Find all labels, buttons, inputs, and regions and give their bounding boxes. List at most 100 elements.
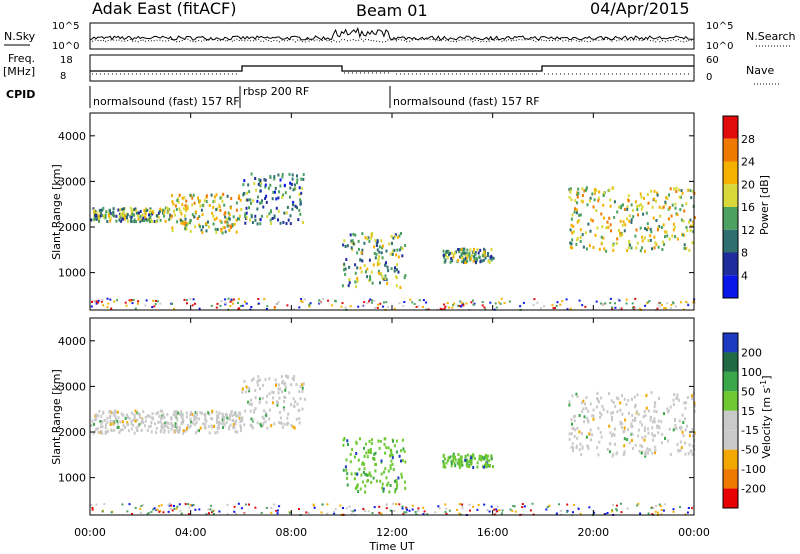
power-point: [289, 214, 292, 218]
velocity-clutter-point: [679, 506, 681, 509]
velocity-clutter-point: [333, 512, 336, 515]
velocity-point: [450, 464, 453, 468]
power-clutter-point: [421, 305, 424, 308]
velocity-point: [586, 416, 589, 420]
power-point: [378, 262, 381, 266]
power-point: [233, 222, 236, 226]
velocity-clutter-point: [405, 511, 408, 514]
velocity-point: [166, 412, 169, 416]
power-clutter-point: [124, 301, 127, 304]
velocity-clutter-point: [210, 504, 213, 507]
velocity-point: [449, 455, 452, 459]
velocity-point: [660, 441, 663, 445]
velocity-point: [217, 423, 220, 427]
velocity-point: [486, 458, 489, 462]
velocity-point: [387, 469, 390, 473]
velocity-point: [600, 413, 603, 417]
velocity-point: [160, 426, 163, 430]
velocity-point: [163, 429, 166, 432]
power-point: [673, 187, 676, 191]
velocity-clutter-point: [392, 502, 395, 505]
power-point: [469, 248, 472, 252]
power-point: [115, 219, 118, 223]
power-point: [169, 216, 172, 220]
velocity-point: [146, 414, 149, 418]
power-clutter-point: [639, 308, 641, 310]
power-point: [211, 211, 214, 215]
power-point: [570, 217, 573, 221]
velocity-clutter-point: [173, 507, 176, 510]
velocity-point: [483, 465, 486, 469]
power-clutter-point: [100, 300, 103, 303]
velocity-point: [385, 476, 388, 480]
power-clutter-point: [556, 301, 559, 304]
velocity-point: [170, 417, 173, 420]
velocity-point: [634, 443, 637, 447]
velocity-point: [573, 419, 576, 423]
power-point: [255, 188, 258, 192]
power-point: [381, 277, 384, 281]
power-point: [266, 215, 269, 218]
power-point: [576, 238, 579, 242]
power-point: [219, 196, 222, 200]
power-clutter-point: [566, 308, 569, 311]
velocity-clutter-point: [188, 506, 191, 509]
power-point: [216, 228, 219, 231]
power-point: [482, 258, 485, 262]
power-colorbar-tick: 20: [741, 178, 755, 191]
freq-trace: [90, 65, 694, 72]
power-point: [390, 234, 393, 238]
velocity-point: [627, 428, 629, 432]
velocity-clutter-point: [342, 507, 344, 509]
power-point: [643, 196, 645, 200]
power-point: [342, 243, 345, 247]
power-point: [681, 191, 684, 195]
power-point: [582, 245, 585, 249]
power-point: [346, 244, 349, 248]
velocity-point: [367, 450, 370, 454]
velocity-clutter-point: [500, 512, 503, 515]
power-clutter-point: [581, 304, 584, 307]
velocity-point: [208, 431, 211, 435]
power-point: [621, 233, 624, 237]
velocity-point: [616, 410, 619, 414]
velocity-point: [395, 486, 398, 490]
velocity-clutter-point: [566, 510, 568, 513]
velocity-point: [634, 417, 637, 421]
velocity-point: [465, 463, 468, 467]
power-point: [483, 250, 486, 254]
power-clutter-point: [656, 307, 659, 310]
velocity-point: [652, 420, 654, 424]
power-clutter-point: [275, 303, 278, 306]
velocity-clutter-point: [226, 503, 229, 506]
velocity-point: [675, 426, 678, 430]
power-point: [569, 245, 572, 249]
power-point: [102, 206, 105, 210]
velocity-point: [159, 409, 162, 413]
power-point: [365, 270, 367, 274]
velocity-clutter-point: [458, 512, 461, 515]
power-point: [250, 215, 253, 219]
velocity-point: [262, 417, 265, 421]
velocity-point: [119, 428, 122, 432]
power-point: [239, 198, 242, 202]
velocity-point: [458, 463, 460, 467]
velocity-point: [229, 414, 231, 418]
power-point: [479, 248, 482, 252]
power-clutter-point: [136, 302, 139, 305]
power-clutter-point: [237, 302, 240, 304]
power-point: [595, 209, 598, 212]
velocity-point: [194, 423, 197, 427]
power-point: [104, 216, 107, 220]
velocity-point: [130, 411, 133, 415]
power-point: [377, 258, 380, 261]
velocity-point: [117, 425, 120, 429]
velocity-point: [245, 390, 248, 394]
power-point: [398, 248, 401, 252]
velocity-point: [301, 390, 304, 393]
power-point: [169, 213, 172, 217]
power-clutter-point: [344, 306, 347, 309]
power-clutter-point: [500, 297, 503, 300]
velocity-point: [140, 428, 143, 432]
